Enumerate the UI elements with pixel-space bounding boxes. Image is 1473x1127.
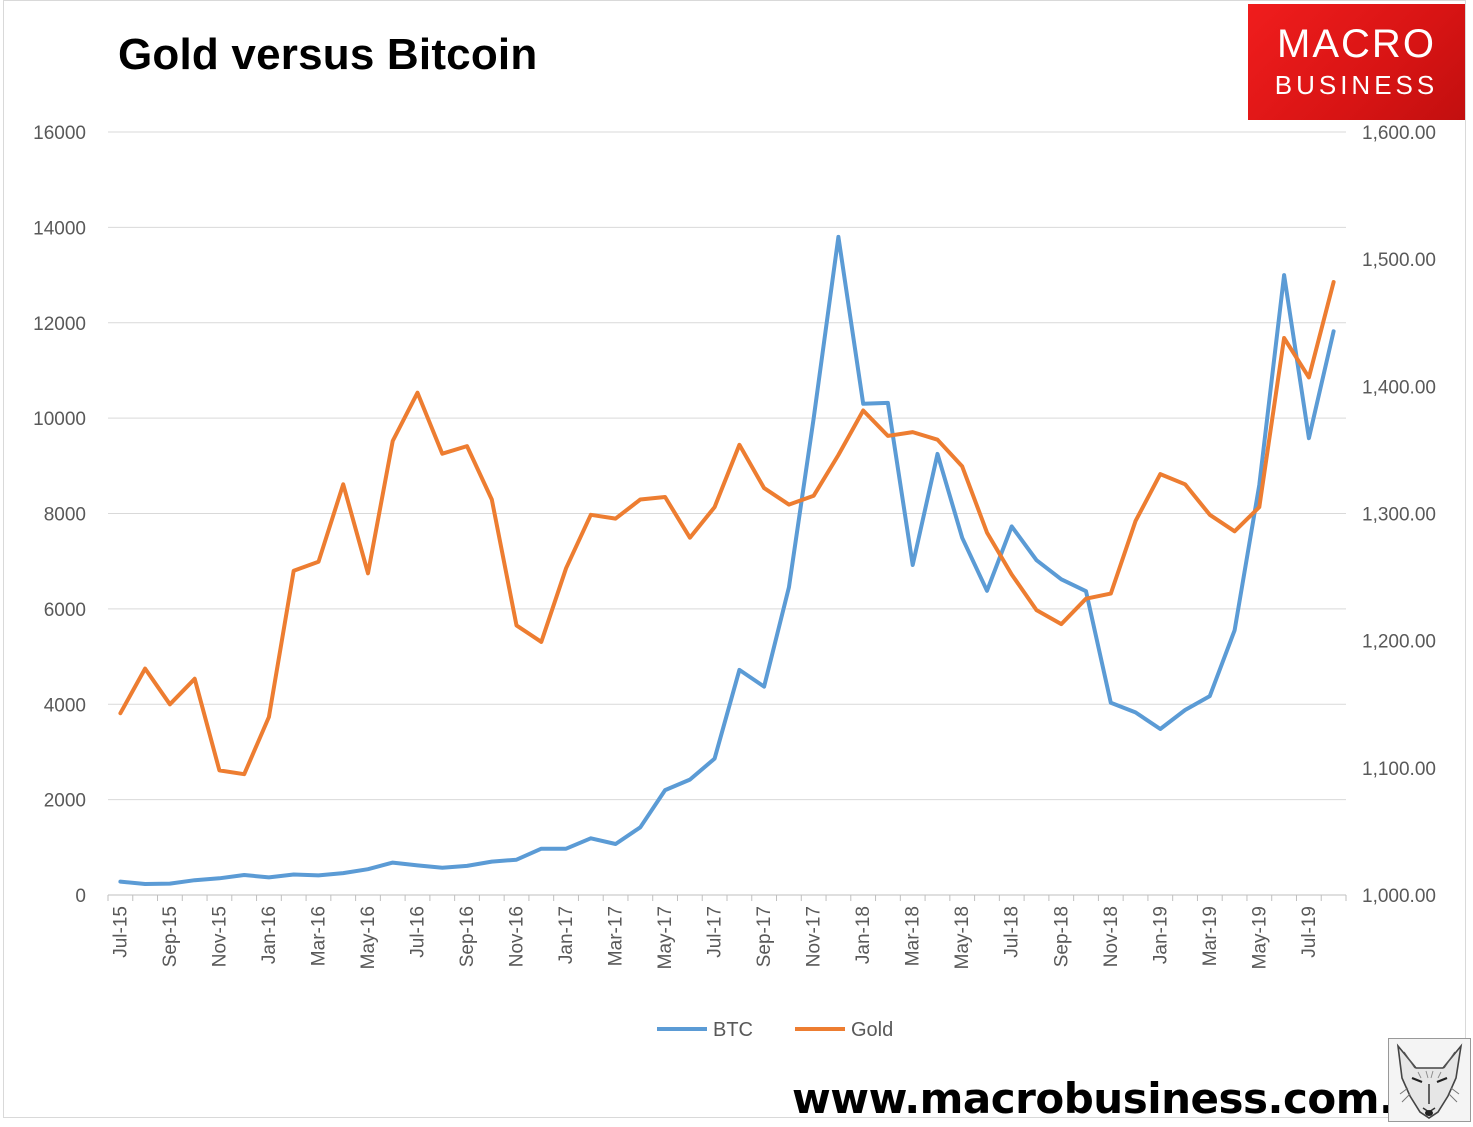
y-left-tick-label: 0	[75, 886, 86, 907]
x-tick-label: Jul-16	[408, 906, 429, 958]
series-line-btc	[118, 234, 1336, 886]
y-right-tick-label: 1,200.00	[1362, 632, 1436, 653]
x-tick-label: Mar-16	[308, 906, 329, 966]
macrobusiness-logo: MACRO BUSINESS	[1248, 4, 1465, 120]
y-left-tick-label: 6000	[44, 600, 86, 621]
legend-label-gold: Gold	[851, 1019, 893, 1041]
x-tick-label: May-17	[655, 906, 676, 969]
x-tick-label: Nov-15	[209, 906, 230, 967]
x-tick-label: Jul-15	[110, 906, 131, 958]
y-left-tick-label: 16000	[33, 123, 86, 144]
x-tick-label: Nov-17	[804, 906, 825, 967]
website-url: www.macrobusiness.com.au	[792, 1074, 1452, 1123]
x-tick-label: May-18	[952, 906, 973, 969]
y-left-tick-label: 14000	[33, 218, 86, 239]
x-tick-label: Nov-18	[1101, 906, 1122, 967]
x-tick-label: Jul-19	[1299, 906, 1320, 958]
y-right-tick-label: 1,100.00	[1362, 759, 1436, 780]
x-tick-label: Sep-18	[1051, 906, 1072, 967]
legend-label-btc: BTC	[713, 1019, 753, 1041]
series-line-gold	[118, 280, 1336, 777]
x-tick-label: May-16	[358, 906, 379, 969]
logo-line-2: BUSINESS	[1274, 70, 1439, 100]
chart-title: Gold versus Bitcoin	[118, 30, 538, 79]
x-tick-label: Jul-17	[705, 906, 726, 958]
x-tick-label: Jan-18	[853, 906, 874, 964]
x-tick-label: Jan-17	[556, 906, 577, 964]
x-tick-label: Mar-19	[1200, 906, 1221, 966]
y-right-tick-label: 1,400.00	[1362, 377, 1436, 398]
y-left-tick-label: 2000	[44, 791, 86, 812]
y-right-tick-label: 1,500.00	[1362, 250, 1436, 271]
y-left-tick-label: 4000	[44, 695, 86, 716]
y-right-tick-label: 1,300.00	[1362, 505, 1436, 526]
x-tick-label: Sep-17	[754, 906, 775, 967]
x-tick-label: Mar-17	[606, 906, 627, 966]
y-left-tick-label: 12000	[33, 314, 86, 335]
x-tick-label: Sep-16	[457, 906, 478, 967]
x-tick-label: Mar-18	[903, 906, 924, 966]
chart-frame	[3, 0, 1466, 1118]
x-tick-label: Jan-19	[1150, 906, 1171, 964]
x-tick-label: Jan-16	[259, 906, 280, 964]
x-tick-label: Nov-16	[507, 906, 528, 967]
logo-line-1: MACRO	[1277, 22, 1436, 66]
fox-head-sketch-icon	[1388, 1038, 1471, 1122]
y-left-tick-label: 8000	[44, 505, 86, 526]
y-left-tick-label: 10000	[33, 409, 86, 430]
y-right-tick-label: 1,000.00	[1362, 886, 1436, 907]
x-tick-label: Sep-15	[160, 906, 181, 967]
y-right-tick-label: 1,600.00	[1362, 123, 1436, 144]
x-tick-label: Jul-18	[1002, 906, 1023, 958]
x-tick-label: May-19	[1249, 906, 1270, 969]
